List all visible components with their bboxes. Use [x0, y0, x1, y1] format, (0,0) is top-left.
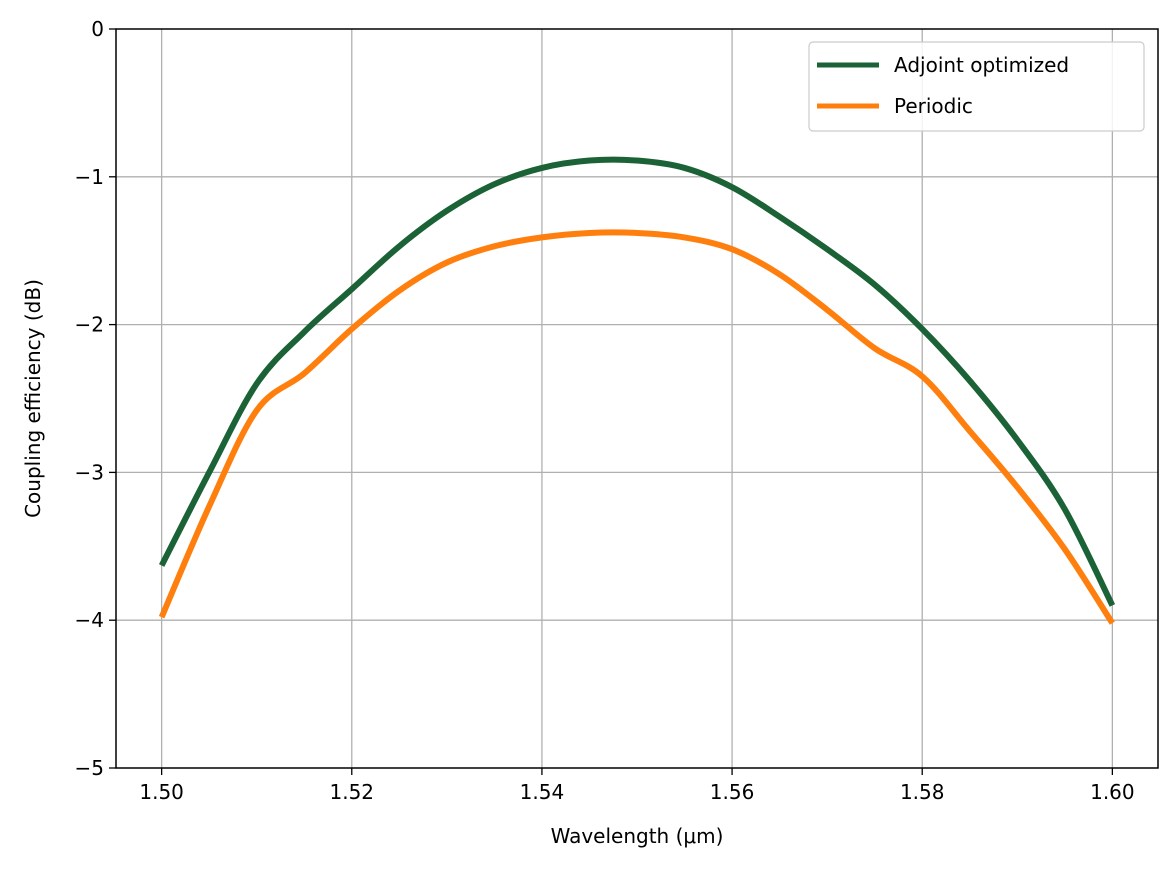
series-line-periodic [158, 229, 1115, 625]
y-tick-label: −1 [75, 165, 104, 189]
y-tick-label: 0 [91, 17, 104, 41]
x-axis-label: Wavelength (μm) [551, 824, 724, 848]
legend-label-periodic: Periodic [894, 94, 973, 118]
x-tick-label: 1.50 [139, 780, 184, 804]
x-tick-label: 1.56 [710, 780, 755, 804]
y-axis-label: Coupling efficiency (dB) [21, 279, 45, 518]
x-axis-ticks: 1.50 1.52 1.54 1.56 1.58 1.60 [139, 768, 1135, 804]
x-tick-label: 1.54 [520, 780, 565, 804]
legend-label-adjoint-optimized: Adjoint optimized [894, 53, 1069, 77]
series-layer [158, 156, 1116, 625]
x-tick-label: 1.52 [330, 780, 375, 804]
x-tick-label: 1.58 [900, 780, 945, 804]
y-tick-label: −5 [75, 756, 104, 780]
x-tick-label: 1.60 [1090, 780, 1135, 804]
grid [116, 29, 1158, 768]
y-tick-label: −4 [75, 608, 104, 632]
plot-frame [115, 28, 1159, 769]
legend: Adjoint optimized Periodic [808, 41, 1145, 132]
series-line-adjoint-optimized [158, 156, 1116, 607]
legend-box [808, 41, 1145, 132]
y-tick-label: −2 [75, 313, 104, 337]
y-tick-label: −3 [75, 460, 104, 484]
y-axis-ticks: 0 −1 −2 −3 −4 −5 [75, 17, 116, 780]
